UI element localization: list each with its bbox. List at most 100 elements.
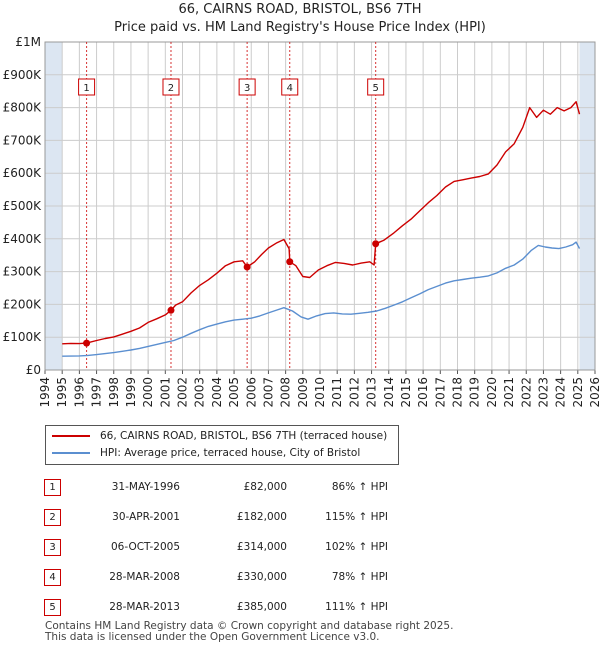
sale-point — [286, 258, 294, 266]
footer: Contains HM Land Registry data © Crown c… — [45, 621, 453, 643]
x-tick-label: 2011 — [330, 377, 344, 408]
sale-marker-box — [281, 78, 299, 96]
chart-legend: 66, CAIRNS ROAD, BRISTOL, BS6 7TH (terra… — [45, 425, 399, 465]
sale-hpi-change: 102% ↑ HPI — [325, 541, 388, 553]
sale-price: £314,000 — [236, 541, 287, 553]
sale-price: £385,000 — [236, 601, 287, 613]
footer-copyright: Contains HM Land Registry data © Crown c… — [45, 620, 454, 632]
sale-hpi-change: 78% ↑ HPI — [331, 571, 388, 583]
x-tick-label: 2025 — [571, 377, 585, 408]
y-tick-label: £400K — [3, 232, 43, 246]
y-tick-label: £500K — [3, 199, 43, 213]
y-tick-label: £800K — [3, 101, 43, 115]
x-tick-label: 2007 — [261, 377, 275, 408]
sale-marker-label: 1 — [83, 83, 89, 94]
price-chart: £0 £100K £200K £300K £400K £500K £600K £700K £80… — [3, 35, 600, 408]
chart-subtitle: Price paid vs. HM Land Registry's House … — [114, 20, 486, 35]
y-tick-label: £0 — [26, 363, 41, 377]
y-tick-label: £700K — [3, 133, 43, 147]
y-tick-label: £100K — [3, 330, 43, 344]
sale-price: £330,000 — [236, 571, 287, 583]
legend-label-hpi: HPI: Average price, terraced house, City… — [100, 447, 361, 459]
sale-badge: 5 — [44, 598, 61, 616]
sale-date: 30-APR-2001 — [112, 511, 180, 523]
x-tick-label: 2013 — [365, 377, 379, 408]
sale-hpi-change: 86% ↑ HPI — [331, 481, 388, 493]
x-tick-label: 1994 — [38, 377, 52, 408]
sale-marker-label: 3 — [244, 83, 250, 94]
y-tick-label: £600K — [3, 166, 43, 180]
x-tick-label: 1998 — [107, 377, 121, 408]
x-tick-label: 2018 — [451, 377, 465, 408]
x-tick-label: 1997 — [90, 377, 104, 408]
legend-item-hpi: HPI: Average price, terraced house, City… — [52, 445, 360, 461]
x-tick-label: 2020 — [485, 377, 499, 408]
table-row: 1 31-MAY-1996 £82,000 86% ↑ HPI — [44, 472, 388, 502]
x-tick-label: 1996 — [72, 377, 86, 408]
sale-date: 31-MAY-1996 — [111, 481, 180, 493]
x-tick-label: 2023 — [536, 377, 550, 408]
x-tick-label: 2010 — [313, 377, 327, 408]
sale-point — [243, 263, 251, 271]
x-tick-label: 2012 — [347, 377, 361, 408]
sale-price: £182,000 — [236, 511, 287, 523]
x-tick-label: 1995 — [55, 377, 69, 408]
y-tick-label: £1M — [15, 35, 41, 49]
x-tick-label: 2002 — [176, 377, 190, 408]
x-tick-label: 2019 — [468, 377, 482, 408]
chart-title: 66, CAIRNS ROAD, BRISTOL, BS6 7TH — [178, 2, 422, 17]
plot-border — [44, 41, 596, 371]
x-tick-label: 1999 — [124, 377, 138, 408]
x-tick-label: 2022 — [519, 377, 533, 408]
sale-hpi-change: 115% ↑ HPI — [325, 511, 388, 523]
property-series-line — [62, 101, 581, 345]
sale-point — [83, 339, 91, 347]
sale-badge: 1 — [44, 478, 61, 496]
sale-point — [167, 306, 175, 314]
sale-marker-label: 4 — [287, 83, 293, 94]
sale-badge: 2 — [44, 508, 61, 526]
sale-point — [372, 240, 380, 248]
sale-marker-label: 5 — [373, 83, 379, 94]
y-tick-label: £300K — [3, 265, 43, 279]
x-tick-label: 2021 — [502, 377, 516, 408]
sale-badge: 4 — [44, 568, 61, 586]
x-tick-label: 2008 — [279, 377, 293, 408]
x-tick-label: 2004 — [210, 377, 224, 408]
x-tick-label: 2005 — [227, 377, 241, 408]
sale-hpi-change: 111% ↑ HPI — [325, 601, 388, 613]
x-tick-label: 2006 — [244, 377, 258, 408]
x-tick-label: 2001 — [158, 377, 172, 408]
sale-marker-box — [238, 78, 256, 96]
x-tick-label: 2003 — [193, 377, 207, 408]
x-tick-label: 2014 — [382, 377, 396, 408]
sale-marker-box — [162, 78, 180, 96]
table-row: 2 30-APR-2001 £182,000 115% ↑ HPI — [44, 502, 388, 532]
hpi-series-line — [62, 241, 581, 357]
x-tick-label: 2000 — [141, 377, 155, 408]
legend-swatch-hpi — [52, 452, 90, 454]
legend-label-property: 66, CAIRNS ROAD, BRISTOL, BS6 7TH (terra… — [100, 430, 388, 442]
sale-price: £82,000 — [243, 481, 287, 493]
legend-item-property: 66, CAIRNS ROAD, BRISTOL, BS6 7TH (terra… — [52, 428, 387, 444]
x-tick-label: 2024 — [554, 377, 568, 408]
sale-marker-box — [367, 78, 385, 96]
sale-marker-box — [78, 78, 96, 96]
x-tick-label: 2026 — [588, 377, 600, 408]
y-tick-label: £200K — [3, 297, 43, 311]
x-tick-label: 2009 — [296, 377, 310, 408]
x-tick-label: 2015 — [399, 377, 413, 408]
sale-date: 06-OCT-2005 — [111, 541, 180, 553]
sale-marker-label: 2 — [168, 83, 174, 94]
sale-badge: 3 — [44, 538, 61, 556]
y-tick-label: £900K — [3, 68, 43, 82]
sale-date: 28-MAR-2013 — [109, 601, 180, 613]
legend-swatch-property — [52, 435, 90, 437]
x-tick-label: 2016 — [416, 377, 430, 408]
table-row: 5 28-MAR-2013 £385,000 111% ↑ HPI — [44, 592, 388, 622]
table-row: 4 28-MAR-2008 £330,000 78% ↑ HPI — [44, 562, 388, 592]
x-tick-label: 2017 — [433, 377, 447, 408]
sales-table: 1 31-MAY-1996 £82,000 86% ↑ HPI 2 30-APR… — [44, 472, 388, 622]
sale-date: 28-MAR-2008 — [109, 571, 180, 583]
table-row: 3 06-OCT-2005 £314,000 102% ↑ HPI — [44, 532, 388, 562]
